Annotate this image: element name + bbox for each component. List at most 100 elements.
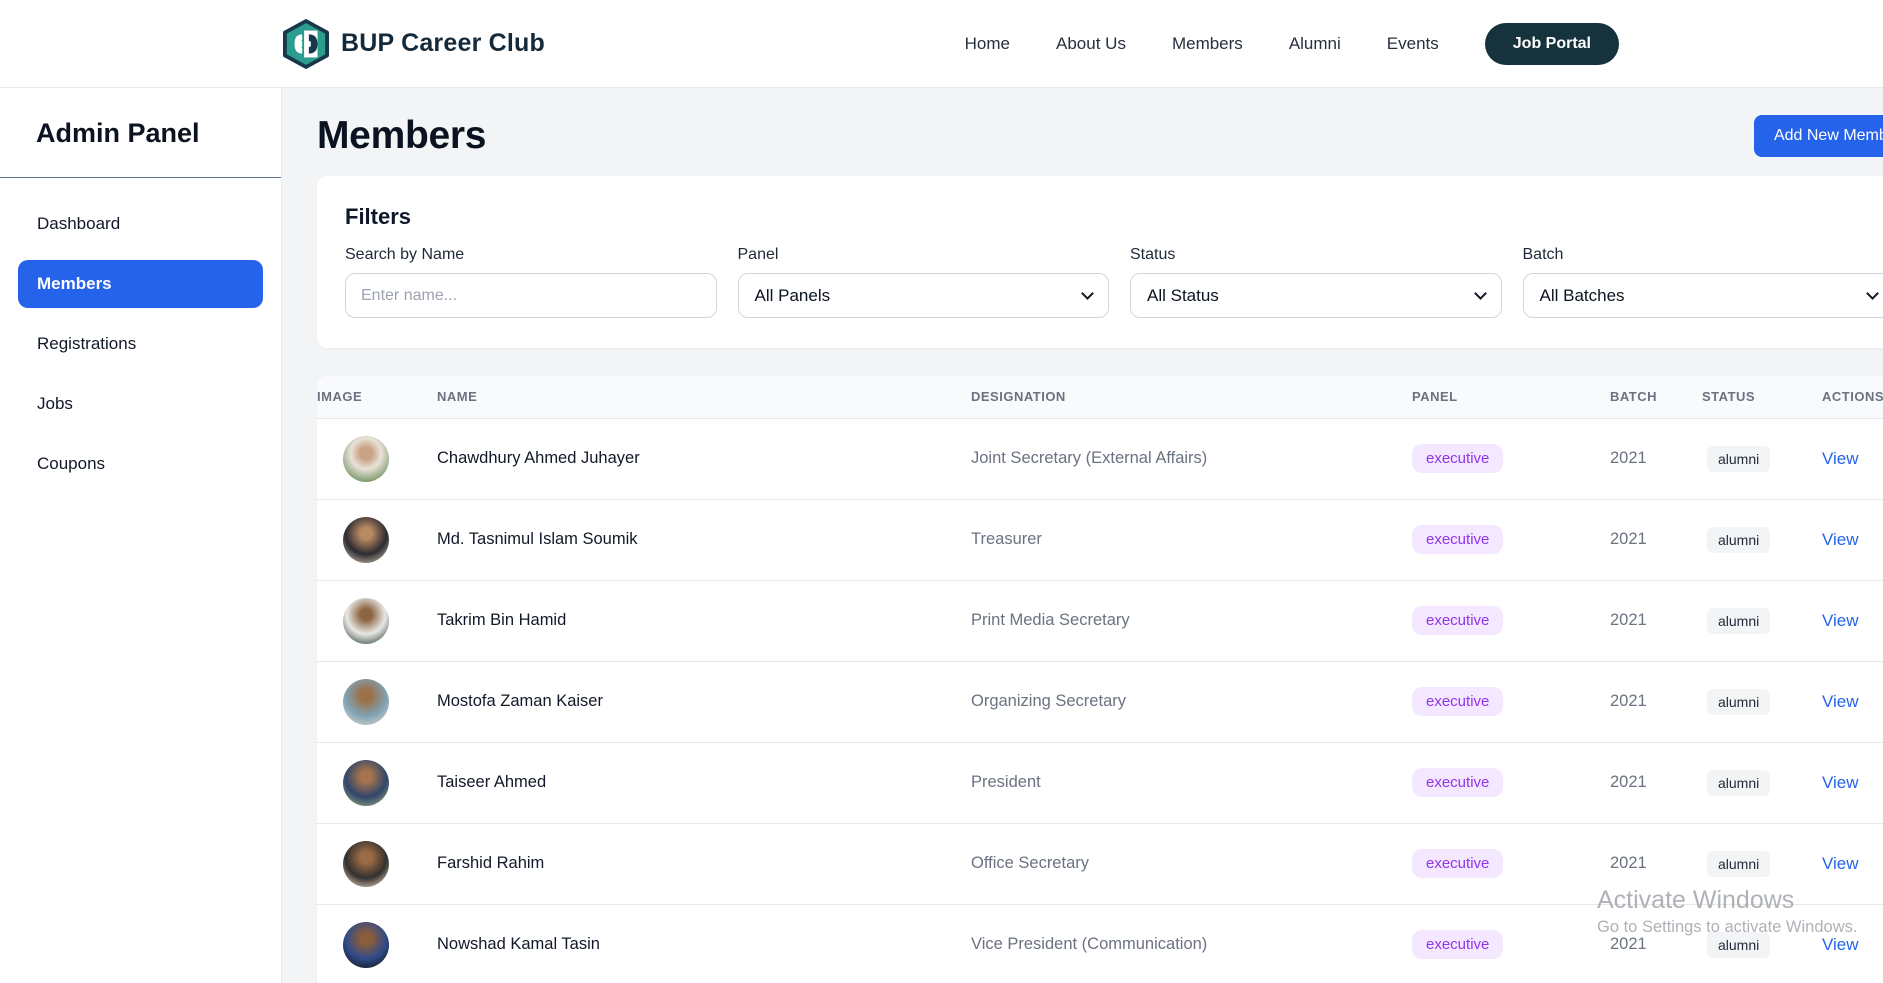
member-batch: 2021 (1610, 660, 1702, 742)
chevron-down-icon (1866, 286, 1879, 300)
member-avatar (343, 516, 389, 563)
table-row: Takrim Bin Hamid Print Media Secretary e… (317, 579, 1883, 661)
search-filter-label: Search by Name (345, 246, 465, 263)
panel-badge: executive (1412, 687, 1504, 716)
brand-name: BUP Career Club (341, 29, 545, 57)
member-designation: Vice President (Communication) (971, 903, 1412, 983)
sidebar-item[interactable]: Members (18, 260, 263, 308)
view-link[interactable]: View (1822, 610, 1859, 630)
member-batch: 2021 (1610, 903, 1702, 983)
filter-select[interactable]: All Status (1130, 273, 1502, 318)
job-portal-button[interactable]: Job Portal (1484, 22, 1619, 65)
top-navbar: BUP Career Club Home About Us Members Alumn… (0, 0, 1883, 88)
member-designation: Organizing Secretary (971, 660, 1412, 742)
filter-label: Batch (1522, 246, 1564, 263)
sidebar-item[interactable]: Coupons (37, 454, 106, 473)
filter-select-value: All Status (1147, 285, 1219, 305)
member-name: Chawdhury Ahmed Juhayer (437, 417, 971, 499)
member-avatar (343, 921, 389, 968)
nav-link[interactable]: Home (964, 33, 1011, 53)
brand: BUP Career Club (283, 18, 545, 69)
members-table: IMAGE NAME DESIGNATION PANEL BATCH STATUS ACTI… (317, 376, 1883, 983)
sidebar-item[interactable]: Registrations (37, 334, 137, 353)
top-nav-links: Home About Us Members Alumni Events Job Port… (964, 22, 1619, 65)
member-designation: Print Media Secretary (971, 579, 1412, 661)
filter-select-group: Status All Status (1130, 246, 1502, 318)
member-designation: President (971, 741, 1412, 823)
sidebar-item[interactable]: Dashboard (37, 214, 121, 233)
table-row: Nowshad Kamal Tasin Vice President (Comm… (317, 903, 1883, 983)
member-name: Farshid Rahim (437, 822, 971, 904)
filters-card: Filters Search by Name Panel All Panels (317, 176, 1883, 348)
member-name: Takrim Bin Hamid (437, 579, 971, 661)
filter-label: Status (1130, 246, 1176, 263)
sidebar-item[interactable]: Jobs (37, 394, 73, 413)
chevron-down-icon (1081, 286, 1094, 300)
view-link[interactable]: View (1822, 529, 1859, 549)
member-name: Md. Tasnimul Islam Soumik (437, 498, 971, 580)
member-batch: 2021 (1610, 498, 1702, 580)
status-badge: alumni (1707, 850, 1771, 877)
panel-badge: executive (1412, 930, 1504, 960)
table-header-cell: IMAGE (317, 376, 437, 418)
member-name: Nowshad Kamal Tasin (437, 903, 971, 983)
filter-select[interactable]: All Batches (1522, 273, 1883, 318)
nav-link[interactable]: Members (1171, 33, 1243, 53)
chevron-down-icon (1473, 286, 1487, 300)
main-content: Members Add New Member Filters Search by… (282, 88, 1883, 983)
panel-badge: executive (1412, 444, 1504, 473)
member-avatar (343, 435, 389, 482)
table-header-cell: DESIGNATION (971, 376, 1412, 418)
filter-select-group: Batch All Batches (1522, 246, 1883, 318)
filter-select[interactable]: All Panels (737, 273, 1109, 318)
table-row: Taiseer Ahmed President executive 2021 a… (317, 741, 1883, 823)
table-row: Farshid Rahim Office Secretary executive… (317, 822, 1883, 904)
sidebar-divider (0, 177, 281, 178)
filters-title: Filters (345, 204, 412, 229)
search-input[interactable] (345, 273, 717, 318)
member-avatar (343, 597, 389, 644)
panel-badge: executive (1412, 606, 1504, 635)
bup-career-club-logo-icon (283, 18, 329, 69)
add-new-member-button[interactable]: Add New Member (1753, 115, 1883, 157)
page-title: Members (317, 114, 487, 157)
filter-label: Panel (737, 246, 779, 263)
search-filter: Search by Name (345, 246, 717, 318)
view-link[interactable]: View (1822, 853, 1859, 873)
view-link[interactable]: View (1822, 691, 1859, 711)
member-batch: 2021 (1610, 417, 1702, 499)
member-batch: 2021 (1610, 822, 1702, 904)
table-header-cell: PANEL (1412, 376, 1610, 418)
filter-select-value: All Panels (754, 285, 831, 305)
member-designation: Joint Secretary (External Affairs) (971, 417, 1412, 499)
view-link[interactable]: View (1822, 934, 1859, 954)
nav-link[interactable]: Events (1386, 33, 1439, 53)
table-row: Mostofa Zaman Kaiser Organizing Secretar… (317, 660, 1883, 742)
view-link[interactable]: View (1822, 448, 1859, 468)
status-badge: alumni (1707, 607, 1771, 634)
table-header-cell: ACTIONS (1822, 376, 1883, 418)
sidebar-title: Admin Panel (36, 118, 200, 148)
member-batch: 2021 (1610, 579, 1702, 661)
admin-sidebar: Admin Panel Dashboard Members Registrati… (0, 88, 282, 983)
member-designation: Treasurer (971, 498, 1412, 580)
status-badge: alumni (1707, 769, 1771, 796)
table-row: Md. Tasnimul Islam Soumik Treasurer exec… (317, 498, 1883, 580)
member-avatar (343, 678, 389, 725)
member-name: Mostofa Zaman Kaiser (437, 660, 971, 742)
table-row: Chawdhury Ahmed Juhayer Joint Secretary … (317, 417, 1883, 499)
status-badge: alumni (1707, 526, 1771, 553)
status-badge: alumni (1707, 931, 1771, 958)
table-header-row: IMAGE NAME DESIGNATION PANEL BATCH STATUS ACTI… (317, 376, 1883, 418)
member-name: Taiseer Ahmed (437, 741, 971, 823)
panel-badge: executive (1412, 849, 1504, 878)
panel-badge: executive (1412, 525, 1504, 554)
table-header-cell: BATCH (1610, 376, 1702, 418)
view-link[interactable]: View (1822, 772, 1859, 792)
member-designation: Office Secretary (971, 822, 1412, 904)
nav-link[interactable]: Alumni (1288, 33, 1341, 53)
member-batch: 2021 (1610, 741, 1702, 823)
member-avatar (343, 840, 389, 887)
nav-link[interactable]: About Us (1056, 33, 1126, 53)
filter-select-group: Panel All Panels (737, 246, 1109, 318)
